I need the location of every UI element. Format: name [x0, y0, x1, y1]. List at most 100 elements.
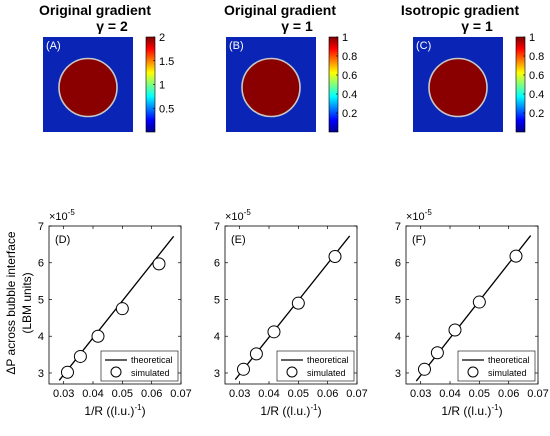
x-tick-label: 0.07 — [527, 388, 548, 400]
simulated-point — [417, 362, 431, 376]
legend-label-theoretical: theoretical — [488, 355, 530, 365]
x-tick-label: 0.07 — [346, 388, 367, 400]
panel-label: (A) — [46, 40, 61, 52]
y-tick-label: 7 — [395, 221, 401, 233]
y-exponent-label: ×10-5 — [406, 208, 432, 223]
simulated-point — [448, 323, 462, 337]
x-tick-label: 0.05 — [469, 388, 490, 400]
legend: theoretical simulated — [100, 350, 179, 382]
y-tick-label: 5 — [395, 294, 401, 306]
heatmap-title: Original gradient — [39, 2, 151, 18]
simulated-point — [73, 349, 87, 363]
simulated-point — [91, 329, 105, 343]
y-tick-label: 4 — [214, 331, 220, 343]
simulated-point — [267, 325, 281, 339]
panel-label: (E) — [231, 234, 246, 246]
simulated-point — [115, 302, 129, 316]
heatmap-subtitle: γ = 1 — [281, 18, 313, 34]
colorbar-tick-label: 0.2 — [529, 108, 544, 120]
colorbar-tick-label: 1 — [342, 32, 348, 44]
colorbar-tick-label: 0.2 — [342, 108, 357, 120]
panel-label: (B) — [229, 40, 244, 52]
x-tick-label: 0.04 — [258, 388, 279, 400]
y-tick-label: 3 — [214, 368, 220, 380]
colorbar-tick-label: 0.4 — [529, 89, 544, 101]
heatmap-subtitle: γ = 1 — [461, 18, 493, 34]
x-tick-label: 0.05 — [288, 388, 309, 400]
x-tick-label: 0.03 — [410, 388, 431, 400]
x-tick-label: 0.03 — [53, 388, 74, 400]
legend-marker-swatch — [286, 366, 298, 378]
legend-label-theoretical: theoretical — [131, 355, 173, 365]
simulated-point — [430, 346, 444, 360]
x-tick-label: 0.04 — [82, 388, 103, 400]
x-tick-label: 0.04 — [439, 388, 460, 400]
legend-marker-swatch — [467, 366, 479, 378]
x-axis-label: 1/R ((l.u.)-1) — [84, 403, 145, 418]
colorbar-tick-label: 1.5 — [159, 56, 174, 68]
legend: theoretical simulated — [457, 350, 536, 382]
panel-label: (D) — [55, 234, 70, 246]
bubble-region — [241, 57, 301, 118]
plot-area — [48, 225, 182, 385]
colorbar-tick-label: 2 — [159, 32, 165, 44]
y-axis-label-units: (LBM units) — [20, 272, 34, 333]
simulated-point — [60, 365, 74, 379]
colorbar — [328, 36, 339, 133]
simulated-point — [249, 347, 263, 361]
colorbar-tick-label: 1 — [529, 32, 535, 44]
legend-label-theoretical: theoretical — [307, 355, 349, 365]
y-tick-label: 5 — [214, 294, 220, 306]
heatmap-subtitle: γ = 2 — [96, 18, 128, 34]
y-exponent-label: ×10-5 — [49, 208, 75, 223]
x-tick-label: 0.05 — [112, 388, 133, 400]
plot-panel-1: ×10-5 7 6 5 4 3 0.03 0.04 0.05 0.06 0.07 1/R ((l.u.… — [38, 208, 192, 418]
colorbar-tick-label: 0.5 — [159, 103, 174, 115]
simulated-point — [152, 257, 166, 271]
x-tick-label: 0.06 — [141, 388, 162, 400]
simulated-point — [236, 362, 250, 376]
x-tick-label: 0.06 — [498, 388, 519, 400]
x-axis-label: 1/R ((l.u.)-1) — [441, 403, 502, 418]
plot-area — [405, 225, 539, 385]
panel-label: (C) — [416, 40, 431, 52]
legend-label-simulated: simulated — [488, 368, 527, 378]
y-tick-label: 6 — [38, 258, 44, 270]
x-axis-label: 1/R ((l.u.)-1) — [260, 403, 321, 418]
y-tick-label: 6 — [395, 258, 401, 270]
x-tick-label: 0.03 — [229, 388, 250, 400]
simulated-point — [291, 296, 305, 310]
y-tick-label: 4 — [395, 331, 401, 343]
simulated-point — [472, 295, 486, 309]
x-tick-label: 0.06 — [317, 388, 338, 400]
y-tick-label: 5 — [38, 294, 44, 306]
y-exponent-label: ×10-5 — [225, 208, 251, 223]
bubble-region — [58, 57, 118, 118]
simulated-point — [328, 249, 342, 263]
panel-label: (F) — [412, 234, 426, 246]
plot-panel-2: ×10-5 7 6 5 4 3 0.03 0.04 0.05 0.06 0.07 1/R ((l.u.… — [214, 208, 368, 418]
y-tick-label: 7 — [214, 221, 220, 233]
plot-area — [224, 225, 358, 385]
bubble-region — [428, 57, 488, 118]
plot-panel-3: ×10-5 7 6 5 4 3 0.03 0.04 0.05 0.06 0.07 1/R ((l.u.… — [395, 208, 549, 418]
y-tick-label: 7 — [38, 221, 44, 233]
legend-label-simulated: simulated — [131, 368, 170, 378]
y-tick-label: 6 — [214, 258, 220, 270]
colorbar — [515, 36, 526, 133]
legend: theoretical simulated — [276, 350, 355, 382]
x-tick-label: 0.07 — [170, 388, 191, 400]
heatmap-title: Original gradient — [224, 2, 336, 18]
simulated-point — [509, 249, 523, 263]
colorbar-tick-label: 0.6 — [529, 70, 544, 82]
heatmap-title: Isotropic gradient — [401, 2, 520, 18]
legend-label-simulated: simulated — [307, 368, 346, 378]
y-tick-label: 3 — [38, 368, 44, 380]
colorbar-tick-label: 0.4 — [342, 89, 357, 101]
colorbar-tick-label: 0.6 — [342, 70, 357, 82]
colorbar-tick-label: 1 — [159, 80, 165, 92]
